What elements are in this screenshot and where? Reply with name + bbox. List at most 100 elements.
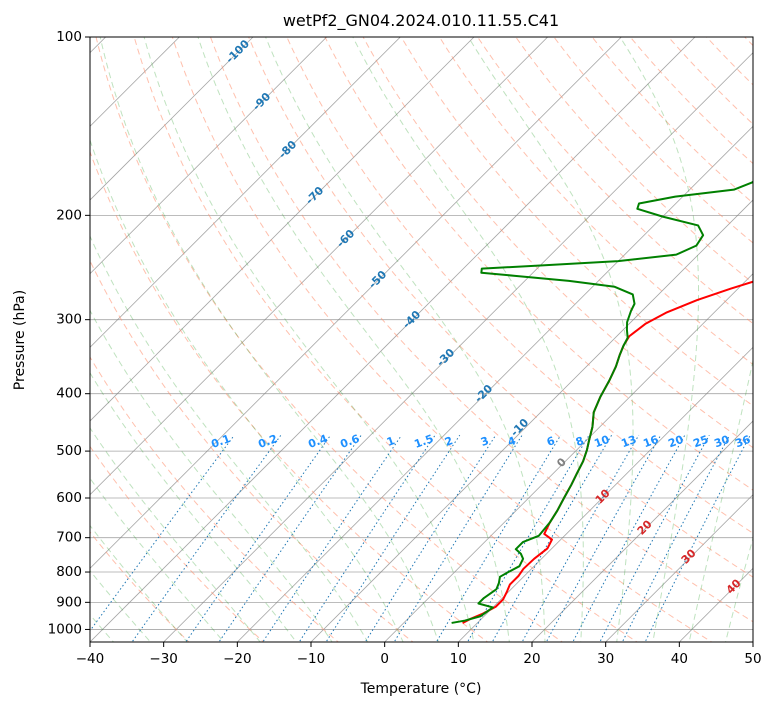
isotherm-line	[90, 37, 475, 422]
dry-adiabat	[667, 37, 753, 125]
chart-title: wetPf2_GN04.2024.010.11.55.C41	[283, 11, 559, 31]
moist-adiabat	[197, 37, 510, 642]
y-tick-label: 900	[56, 594, 82, 610]
moist-adiabat	[90, 138, 404, 642]
mixing-ratio-line	[572, 434, 686, 642]
mixing-ratio-line	[545, 434, 662, 642]
isotherm-line	[384, 273, 753, 642]
dry-adiabat	[90, 356, 339, 642]
isotherm-line	[752, 641, 753, 642]
moist-adiabat	[99, 37, 440, 642]
mixing-ratio-label: 25	[691, 433, 710, 450]
mixing-ratio-label: 0.2	[256, 432, 279, 451]
plot-frame	[89, 36, 754, 643]
mixing-ratio-line	[466, 434, 590, 642]
mixing-ratio-line	[131, 434, 282, 642]
dry-adiabat	[90, 445, 265, 642]
moist-adiabat-label: 30	[679, 546, 699, 566]
x-axis-ticks: −40 −30 −20 −10 0 10 20 30 40 50	[76, 642, 762, 667]
dry-adiabat	[438, 37, 753, 366]
dry-adiabat	[476, 37, 753, 325]
mixing-ratio-line	[262, 434, 403, 642]
moist-adiabat	[265, 37, 546, 642]
isotherm-line	[90, 37, 622, 569]
moist-adiabat-label: -70	[303, 184, 326, 207]
mixing-ratio-line	[644, 434, 751, 642]
dry-adiabat	[90, 531, 190, 642]
dry-adiabat	[133, 37, 638, 642]
x-tick-label: −30	[149, 651, 178, 667]
mixing-ratio-line	[521, 434, 640, 642]
moist-adiabat-label: -50	[366, 268, 389, 291]
mixing-ratio-label: 30	[712, 433, 731, 451]
isobar-gridlines	[90, 37, 753, 630]
mixing-ratio-line	[298, 434, 436, 642]
y-tick-label: 700	[56, 530, 82, 546]
y-tick-label: 100	[56, 29, 82, 45]
mixing-ratio-label: 36	[733, 433, 752, 451]
isoline-labels: -100-90-80-70-60-50-40-30-20-10010203040…	[209, 37, 752, 597]
x-tick-label: 0	[380, 651, 389, 667]
x-tick-label: 10	[450, 651, 467, 667]
mixing-ratio-line	[621, 434, 731, 642]
moist-adiabat-label: -30	[434, 346, 457, 369]
x-tick-label: 40	[671, 651, 688, 667]
moist-adiabat	[467, 37, 634, 642]
isotherm-line	[457, 346, 753, 642]
sounding-series	[451, 180, 753, 624]
mixing-ratio-label: 6	[545, 434, 557, 449]
moist-adiabat	[688, 358, 753, 642]
moist-adiabat	[90, 309, 333, 642]
dry-adiabat	[705, 37, 753, 86]
dry-adiabat	[209, 37, 753, 623]
x-tick-label: 50	[744, 651, 761, 667]
x-axis-label: Temperature (°C)	[360, 681, 482, 697]
moist-adiabat-label: 0	[554, 455, 569, 470]
y-axis-ticks: 1000 900 800 700 600 500 400 300 200 100	[48, 29, 90, 637]
y-axis-label: Pressure (hPa)	[12, 290, 28, 390]
isotherm-line	[236, 125, 753, 642]
mixing-ratio-label: 16	[641, 433, 660, 451]
sounding-line	[451, 180, 753, 624]
mixing-ratio-line	[435, 434, 562, 642]
mixing-ratio-label: 1.5	[412, 432, 435, 451]
moist-adiabat-label: 40	[724, 576, 744, 596]
plot-area: -100-90-80-70-60-50-40-30-20-10010203040…	[90, 37, 753, 642]
isotherm-line	[90, 37, 180, 127]
mixing-ratio-label: 4	[506, 434, 518, 449]
x-tick-label: 30	[597, 651, 614, 667]
moist-adiabat	[143, 37, 475, 642]
mixing-ratio-line	[364, 434, 497, 642]
mixing-ratio-line	[393, 434, 523, 642]
moist-adiabat-label: -100	[223, 37, 252, 66]
moist-adiabat	[90, 371, 297, 642]
dry-adiabat	[248, 37, 753, 578]
moist-adiabat	[619, 37, 700, 642]
y-tick-label: 600	[56, 490, 82, 506]
y-tick-label: 400	[56, 386, 82, 402]
mixing-ratio-line	[185, 434, 331, 642]
mixing-ratio-label: 2	[443, 434, 455, 449]
dry-adiabat	[90, 150, 489, 642]
mixing-ratio-label: 1	[385, 434, 397, 449]
mixing-ratio-label: 0.1	[209, 432, 232, 451]
isotherm-line	[90, 37, 328, 275]
moist-adiabat-label: -40	[400, 308, 423, 331]
x-tick-label: 20	[523, 651, 540, 667]
isotherm-line	[90, 37, 696, 642]
isotherm-line	[531, 420, 753, 642]
moist-adiabat	[90, 569, 152, 642]
dry-adiabat	[95, 37, 564, 642]
moist-adiabat-label: -20	[472, 382, 495, 405]
mixing-ratio-label: 10	[592, 433, 611, 451]
isotherm-line	[90, 37, 549, 496]
dry-adiabat	[324, 37, 753, 491]
mixing-ratio-lines	[90, 434, 751, 642]
dry-adiabats	[90, 37, 753, 642]
isotherm-line	[310, 199, 753, 642]
sounding-line	[462, 280, 753, 624]
mixing-ratio-line	[218, 434, 362, 642]
mixing-ratio-line	[599, 434, 710, 642]
y-tick-label: 200	[56, 207, 82, 223]
